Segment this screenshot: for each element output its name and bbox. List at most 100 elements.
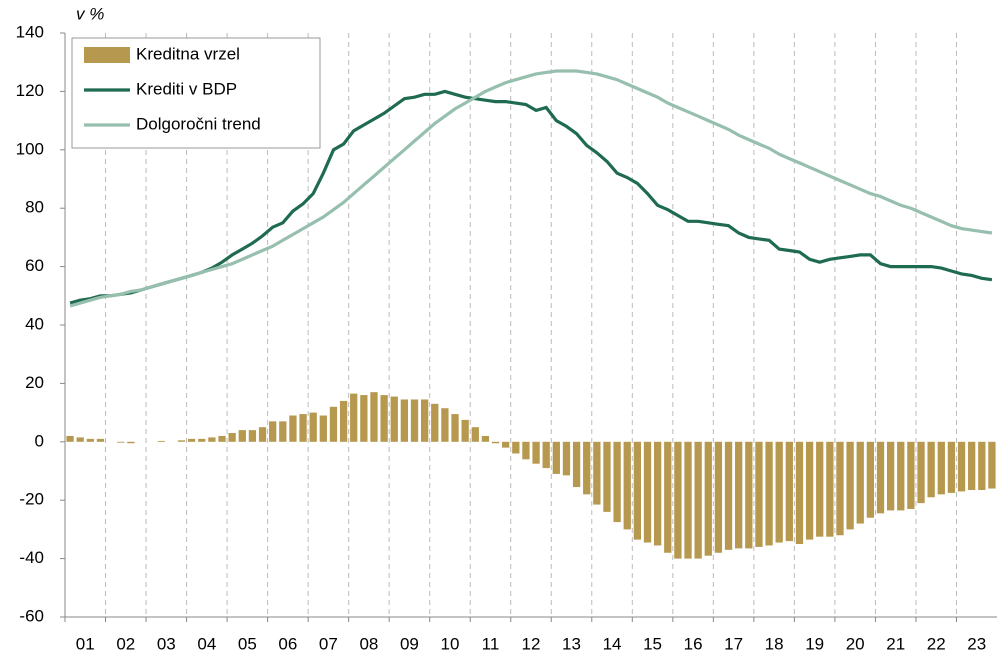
x-tick-label: 06 bbox=[278, 634, 297, 653]
bar bbox=[653, 441, 662, 546]
bar bbox=[532, 441, 540, 464]
bar bbox=[978, 441, 986, 490]
y-tick-label: 0 bbox=[35, 431, 44, 450]
y-tick-label: 20 bbox=[25, 373, 44, 392]
x-tick-label: 03 bbox=[157, 634, 176, 653]
bar bbox=[714, 441, 723, 553]
bar bbox=[471, 427, 479, 442]
y-tick-label: -40 bbox=[19, 548, 44, 567]
bar bbox=[319, 415, 327, 442]
bar bbox=[603, 441, 611, 512]
bar bbox=[461, 419, 469, 442]
bar bbox=[400, 399, 409, 442]
x-tick-label: 22 bbox=[927, 634, 946, 653]
bar bbox=[968, 441, 976, 490]
bar bbox=[613, 441, 621, 523]
bar bbox=[674, 441, 682, 559]
x-tick-label: 21 bbox=[886, 634, 905, 653]
bar bbox=[572, 441, 581, 488]
y-tick-label: -20 bbox=[19, 490, 44, 509]
x-tick-label: 07 bbox=[319, 634, 338, 653]
bar bbox=[755, 441, 763, 547]
bar bbox=[805, 441, 814, 540]
bar bbox=[826, 441, 834, 537]
bar bbox=[228, 433, 236, 442]
bar bbox=[269, 421, 277, 442]
bar bbox=[187, 438, 196, 442]
bar bbox=[562, 441, 571, 476]
bar bbox=[927, 441, 935, 498]
x-tick-label: 18 bbox=[765, 634, 784, 653]
bar bbox=[957, 441, 966, 492]
x-tick-label: 08 bbox=[359, 634, 378, 653]
x-tick-label: 23 bbox=[967, 634, 986, 653]
bar bbox=[339, 400, 348, 442]
x-tick-label: 02 bbox=[116, 634, 135, 653]
bar bbox=[907, 441, 915, 509]
bar bbox=[380, 395, 388, 442]
y-tick-label: -60 bbox=[19, 606, 44, 625]
x-tick-label: 10 bbox=[440, 634, 459, 653]
bar bbox=[198, 438, 206, 442]
bar bbox=[643, 441, 652, 543]
bar bbox=[451, 414, 459, 442]
x-tick-label: 01 bbox=[76, 634, 95, 653]
bar bbox=[542, 441, 550, 469]
x-tick-label: 13 bbox=[562, 634, 581, 653]
bar bbox=[309, 412, 317, 442]
y-tick-label: 40 bbox=[25, 314, 44, 333]
y-tick-label: 60 bbox=[25, 256, 44, 275]
bar bbox=[684, 441, 692, 559]
bar bbox=[522, 441, 530, 460]
bar bbox=[633, 441, 642, 540]
bar bbox=[420, 399, 429, 442]
y-tick-label: 120 bbox=[16, 81, 44, 100]
x-tick-label: 12 bbox=[522, 634, 541, 653]
x-tick-label: 15 bbox=[643, 634, 662, 653]
legend-label: Krediti v BDP bbox=[136, 79, 237, 98]
bar bbox=[431, 403, 439, 442]
bar bbox=[866, 441, 875, 518]
bar bbox=[795, 441, 804, 544]
bar bbox=[917, 441, 925, 504]
y-tick-label: 100 bbox=[16, 139, 44, 158]
bar bbox=[66, 435, 74, 442]
bar bbox=[96, 438, 105, 442]
legend-label: Dolgoročni trend bbox=[136, 114, 261, 133]
bar bbox=[856, 441, 864, 524]
bar bbox=[390, 396, 398, 442]
bar bbox=[947, 441, 956, 493]
legend-label: Kreditna vrzel bbox=[136, 44, 240, 63]
bar bbox=[846, 441, 854, 530]
bar bbox=[177, 440, 186, 442]
bar bbox=[117, 441, 125, 443]
bar bbox=[329, 406, 338, 442]
bar bbox=[694, 441, 702, 559]
bar bbox=[512, 441, 520, 454]
bar bbox=[350, 393, 358, 442]
bar bbox=[785, 441, 793, 542]
bar bbox=[897, 441, 905, 511]
bar bbox=[76, 437, 84, 442]
bar bbox=[370, 392, 378, 442]
x-tick-label: 14 bbox=[603, 634, 622, 653]
bar bbox=[299, 414, 307, 442]
bar bbox=[481, 435, 490, 442]
bar bbox=[86, 438, 94, 442]
x-tick-label: 11 bbox=[482, 634, 500, 653]
bar bbox=[157, 440, 165, 442]
bar bbox=[441, 408, 449, 442]
bar bbox=[745, 441, 753, 549]
bar bbox=[816, 441, 824, 537]
bar bbox=[593, 441, 601, 505]
bar bbox=[218, 435, 226, 442]
bar bbox=[724, 441, 733, 550]
bar bbox=[664, 441, 672, 553]
y-tick-label: 80 bbox=[25, 198, 44, 217]
bar bbox=[775, 441, 783, 543]
y-tick-label: 140 bbox=[16, 22, 44, 41]
y-axis-label: v % bbox=[76, 4, 104, 23]
bar bbox=[876, 441, 885, 514]
bar bbox=[937, 441, 945, 495]
